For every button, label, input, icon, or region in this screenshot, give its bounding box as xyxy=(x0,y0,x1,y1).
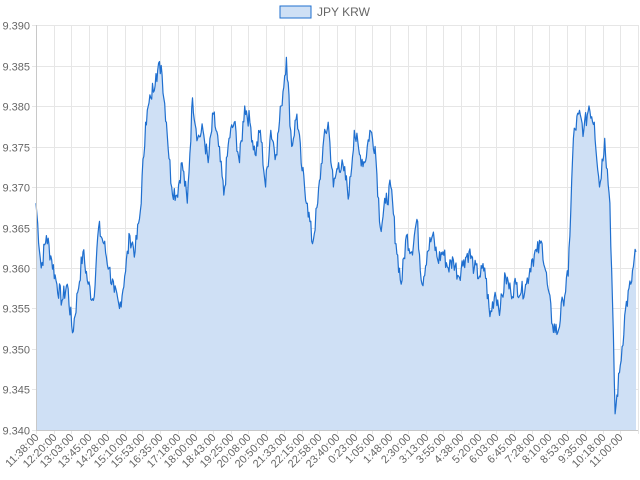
legend-swatch xyxy=(279,5,312,19)
legend-label: JPY KRW xyxy=(317,5,371,19)
x-axis: 11:38:0012:20:0013:03:0013:45:0014:28:00… xyxy=(3,430,638,470)
series-line xyxy=(35,56,637,415)
y-axis: 9.390 9.385 9.380 9.375 9.370 9.365 9.360 9.355… xyxy=(2,21,37,438)
y-tick-label: 9.360 xyxy=(2,264,30,276)
series-area-fill xyxy=(36,57,636,431)
y-tick-label: 9.390 xyxy=(2,21,30,33)
y-tick-label: 9.365 xyxy=(2,224,30,236)
y-tick-label: 9.340 xyxy=(2,426,30,438)
y-tick-label: 9.380 xyxy=(2,102,30,114)
legend[interactable]: JPY KRW xyxy=(279,5,371,19)
series-area xyxy=(35,56,637,431)
y-tick-label: 9.375 xyxy=(2,143,30,155)
y-tick-label: 9.370 xyxy=(2,183,30,195)
y-tick-label: 9.355 xyxy=(2,304,30,316)
y-tick-label: 9.385 xyxy=(2,62,30,74)
y-tick-label: 9.350 xyxy=(2,345,30,357)
y-tick-label: 9.345 xyxy=(2,385,30,397)
